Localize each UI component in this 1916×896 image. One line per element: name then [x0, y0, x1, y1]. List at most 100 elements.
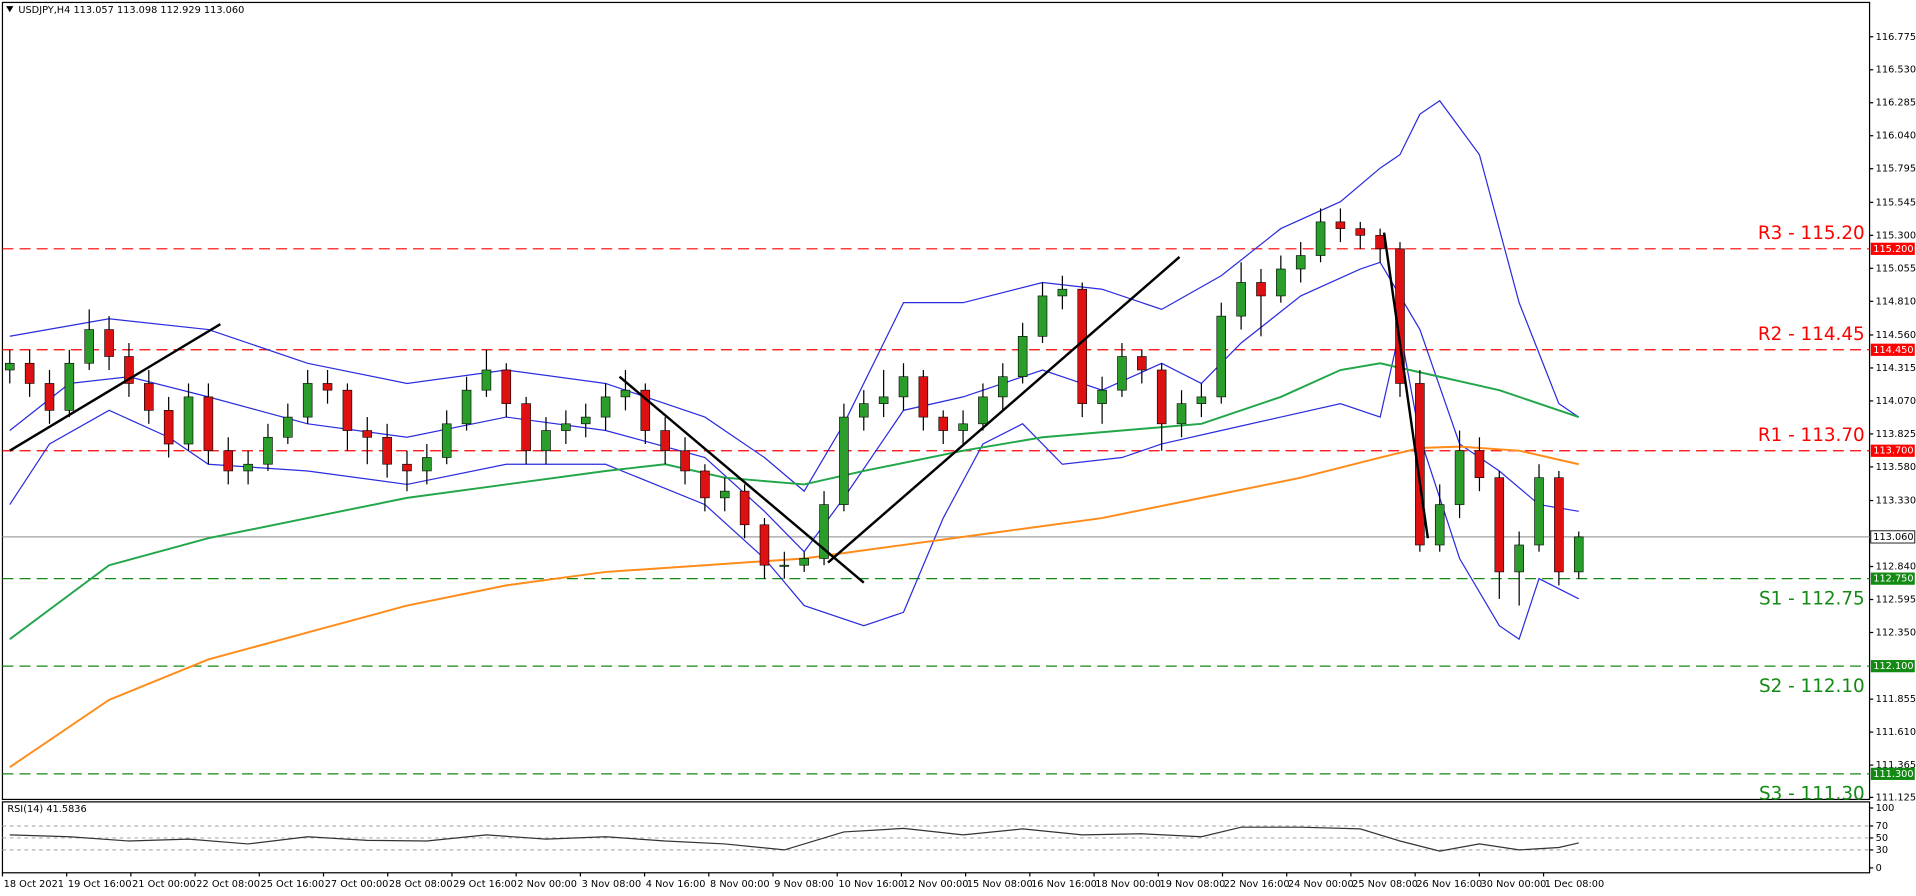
y-tick-label: 113.330 [1876, 496, 1916, 507]
level-box-label: 113.700 [1873, 446, 1913, 457]
y-tick-label: 116.530 [1876, 65, 1916, 76]
candle-body [243, 463, 253, 472]
candle-body [819, 504, 829, 559]
candle-body [1514, 544, 1524, 573]
candle-body [1315, 221, 1326, 256]
candle-body [521, 403, 531, 452]
level-name: S3 - 111.30 [1759, 784, 1865, 805]
y-tick-label: 116.285 [1876, 98, 1916, 109]
candle-body [1097, 389, 1107, 404]
rsi-tick-label: 70 [1876, 821, 1888, 832]
candle-body [501, 369, 512, 404]
y-tick-label: 115.055 [1876, 263, 1916, 274]
x-tick-label: 3 Nov 08:00 [582, 879, 642, 890]
x-tick-label: 4 Nov 16:00 [646, 879, 706, 890]
level-box-label: 114.450 [1873, 345, 1913, 356]
candle-body [620, 389, 631, 398]
trendline [9, 323, 221, 452]
candle-body [1375, 235, 1385, 250]
candle-body [1415, 383, 1425, 546]
candle-body [858, 403, 869, 418]
y-tick-label: 115.795 [1876, 164, 1916, 175]
y-tick-label: 114.315 [1876, 363, 1916, 374]
candle-body [998, 376, 1008, 398]
candle-body [322, 383, 333, 391]
level-box [1870, 343, 1915, 356]
y-tick-label: 111.125 [1876, 792, 1916, 803]
candle-body [223, 450, 234, 472]
candle-body [5, 362, 15, 371]
candle-body [1137, 356, 1147, 371]
level-name: R3 - 115.20 [1758, 223, 1865, 244]
candle-body [839, 416, 849, 505]
candle-body [302, 383, 313, 418]
candle-body [978, 396, 988, 425]
x-tick-label: 9 Nov 08:00 [774, 879, 834, 890]
indicator-line [9, 362, 1580, 640]
x-tick-label: 28 Oct 08:00 [389, 879, 453, 890]
level-name: R1 - 113.70 [1758, 425, 1865, 446]
candle-body [183, 396, 194, 445]
candle-body [1176, 403, 1187, 425]
candle-body [104, 329, 114, 357]
candle-body [441, 423, 452, 458]
candle-body [1474, 450, 1485, 478]
x-tick-label: 21 Oct 00:00 [132, 879, 196, 890]
candle-body [144, 383, 154, 411]
candle-body [1494, 477, 1505, 573]
x-tick-label: 2 Nov 00:00 [517, 879, 577, 890]
candle-body [958, 423, 968, 431]
level-box [1870, 444, 1915, 457]
candle-body [1156, 369, 1167, 425]
candle-body [382, 436, 392, 465]
x-tick-label: 15 Nov 08:00 [967, 879, 1033, 890]
y-tick-label: 114.810 [1876, 296, 1916, 307]
candle-body [1554, 477, 1564, 573]
candle-body [561, 423, 571, 431]
level-name: R2 - 114.45 [1758, 324, 1865, 345]
candle-body [283, 416, 293, 438]
candle-body [541, 430, 551, 452]
candle-body [1454, 450, 1465, 505]
last-price-box [1870, 530, 1916, 544]
candle-body [580, 416, 591, 425]
y-tick-label: 114.070 [1876, 396, 1916, 407]
candle-body [799, 558, 809, 566]
level-name: S2 - 112.10 [1759, 676, 1865, 697]
y-tick-label: 116.775 [1876, 32, 1916, 43]
trendline [618, 375, 865, 584]
candle-body [1534, 477, 1544, 546]
candle-body [1295, 255, 1306, 270]
candle-body [1573, 536, 1584, 573]
x-tick-label: 19 Nov 08:00 [1159, 879, 1225, 890]
rsi-line [9, 826, 1579, 852]
trendline [827, 256, 1181, 564]
level-box [1870, 767, 1915, 780]
rsi-tick-label: 50 [1876, 833, 1888, 844]
candle-body [402, 463, 412, 472]
y-tick-label: 112.840 [1876, 562, 1916, 573]
x-tick-label: 30 Nov 00:00 [1481, 879, 1547, 890]
candle-body [263, 436, 273, 465]
candle-body [700, 470, 710, 499]
candle-body [362, 430, 373, 438]
y-tick-label: 111.855 [1876, 694, 1916, 705]
candle-body [1037, 295, 1048, 337]
candle-body [719, 490, 730, 499]
candle-body [600, 396, 611, 418]
candle-body [739, 490, 750, 526]
candle-body [1276, 268, 1286, 297]
candle-body [680, 450, 690, 472]
candle-body [938, 416, 948, 431]
x-tick-label: 22 Nov 16:00 [1224, 879, 1290, 890]
y-tick-label: 111.610 [1876, 727, 1916, 738]
trendline [1382, 232, 1430, 539]
price-panel [1, 1, 1871, 801]
indicator-line [9, 261, 1579, 553]
x-tick-label: 24 Nov 00:00 [1288, 879, 1354, 890]
x-tick-label: 25 Oct 16:00 [261, 879, 325, 890]
y-tick-label: 112.350 [1876, 627, 1916, 638]
collapse-icon [6, 6, 14, 13]
x-tick-label: 26 Nov 16:00 [1416, 879, 1482, 890]
